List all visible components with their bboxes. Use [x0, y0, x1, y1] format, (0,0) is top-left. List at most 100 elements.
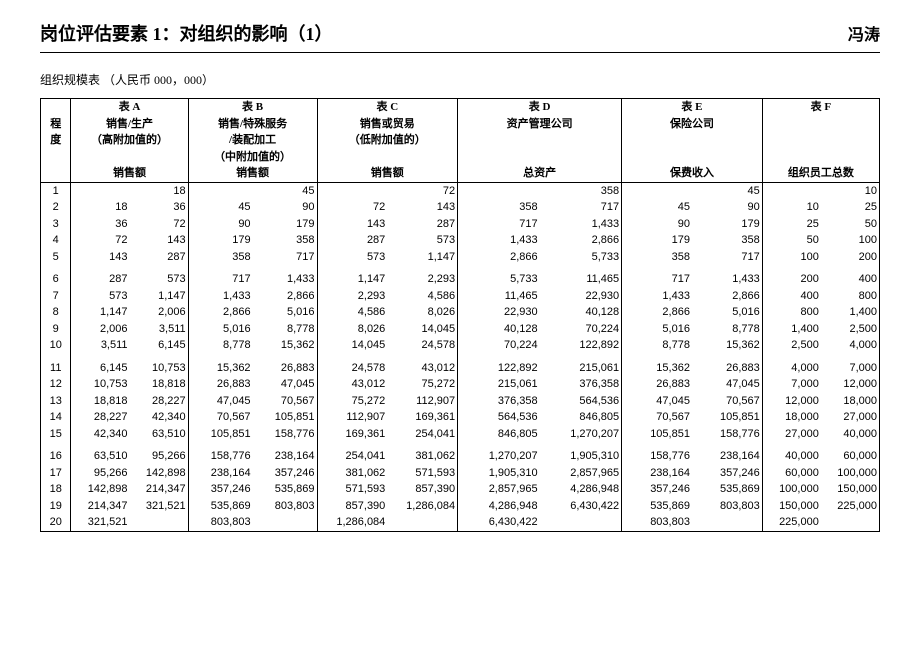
data-cell: 564,536	[458, 409, 540, 426]
data-cell: 63,510	[71, 448, 130, 465]
data-cell: 1,905,310	[458, 465, 540, 482]
level-cell: 1	[41, 182, 71, 199]
data-cell: 573	[71, 288, 130, 305]
data-cell: 40,128	[540, 304, 622, 321]
data-cell: 358	[540, 182, 622, 199]
data-cell: 5,733	[458, 271, 540, 288]
data-cell: 8,778	[622, 337, 692, 354]
metric-label: 组织员工总数	[762, 165, 879, 182]
data-cell: 75,272	[387, 376, 457, 393]
data-cell: 70,567	[253, 393, 317, 410]
data-cell: 22,930	[458, 304, 540, 321]
data-cell: 70,224	[540, 321, 622, 338]
org-scale-table: 表 A 表 B 表 C 表 D 表 E 表 F 程 销售/生产 销售/特殊服务 …	[40, 98, 880, 532]
data-cell	[540, 514, 622, 531]
level-cell: 9	[41, 321, 71, 338]
data-cell: 1,286,084	[387, 498, 457, 515]
data-cell: 10,753	[130, 360, 189, 377]
data-cell	[821, 514, 880, 531]
data-cell: 169,361	[387, 409, 457, 426]
data-cell	[253, 514, 317, 531]
data-cell: 60,000	[762, 465, 821, 482]
data-cell: 18,818	[71, 393, 130, 410]
level-label: 度	[41, 132, 71, 149]
data-cell: 357,246	[253, 465, 317, 482]
data-cell: 22,930	[540, 288, 622, 305]
data-cell: 2,866	[188, 304, 252, 321]
data-cell: 535,869	[622, 498, 692, 515]
data-cell: 6,430,422	[540, 498, 622, 515]
table-row: 4721431793582875731,4332,86617935850100	[41, 232, 880, 249]
data-cell: 573	[387, 232, 457, 249]
data-cell: 11,465	[540, 271, 622, 288]
data-cell: 28,227	[71, 409, 130, 426]
data-cell	[762, 182, 821, 199]
data-cell: 70,567	[188, 409, 252, 426]
data-cell: 18	[130, 182, 189, 199]
data-cell: 1,433	[253, 271, 317, 288]
data-cell: 42,340	[130, 409, 189, 426]
data-cell	[387, 514, 457, 531]
data-cell: 200	[821, 249, 880, 266]
data-cell: 75,272	[317, 393, 387, 410]
data-cell: 2,500	[821, 321, 880, 338]
table-row: 1542,34063,510105,851158,776169,361254,0…	[41, 426, 880, 443]
data-cell: 287	[130, 249, 189, 266]
data-cell: 2,857,965	[540, 465, 622, 482]
data-cell: 238,164	[692, 448, 762, 465]
table-row: 33672901791432877171,433901792550	[41, 216, 880, 233]
level-cell: 17	[41, 465, 71, 482]
data-cell: 571,593	[317, 481, 387, 498]
data-cell: 25	[821, 199, 880, 216]
data-cell: 47,045	[622, 393, 692, 410]
data-cell: 143	[317, 216, 387, 233]
level-cell: 4	[41, 232, 71, 249]
data-cell: 1,270,207	[458, 448, 540, 465]
level-cell: 19	[41, 498, 71, 515]
data-cell: 90	[188, 216, 252, 233]
data-cell	[317, 182, 387, 199]
group-name: 表 D	[458, 99, 622, 116]
level-cell: 14	[41, 409, 71, 426]
data-cell: 15,362	[622, 360, 692, 377]
group-name: 表 E	[622, 99, 763, 116]
data-cell: 200	[762, 271, 821, 288]
data-cell: 214,347	[130, 481, 189, 498]
data-cell: 4,000	[762, 360, 821, 377]
data-cell: 42,340	[71, 426, 130, 443]
data-cell: 4,286,948	[458, 498, 540, 515]
metric-label: 保费收入	[622, 165, 763, 182]
data-cell: 3,511	[71, 337, 130, 354]
data-cell: 105,851	[692, 409, 762, 426]
data-cell: 3,511	[130, 321, 189, 338]
data-cell: 5,016	[622, 321, 692, 338]
data-cell: 358	[458, 199, 540, 216]
data-cell: 40,000	[821, 426, 880, 443]
data-cell: 15,362	[188, 360, 252, 377]
data-cell: 6,145	[130, 337, 189, 354]
data-cell: 14,045	[317, 337, 387, 354]
data-cell: 803,803	[253, 498, 317, 515]
level-cell: 20	[41, 514, 71, 531]
level-cell: 10	[41, 337, 71, 354]
level-cell: 13	[41, 393, 71, 410]
table-row: 11845723584510	[41, 182, 880, 199]
data-cell: 10	[762, 199, 821, 216]
data-cell: 803,803	[622, 514, 692, 531]
data-cell: 5,016	[692, 304, 762, 321]
metric-label: 销售额	[188, 165, 317, 182]
level-cell: 12	[41, 376, 71, 393]
data-cell: 5,016	[188, 321, 252, 338]
data-cell: 803,803	[692, 498, 762, 515]
data-cell: 1,270,207	[540, 426, 622, 443]
level-label: 程	[41, 116, 71, 133]
data-cell: 1,400	[762, 321, 821, 338]
data-cell: 179	[188, 232, 252, 249]
data-cell: 1,400	[821, 304, 880, 321]
data-cell: 26,883	[692, 360, 762, 377]
data-cell: 215,061	[540, 360, 622, 377]
data-cell: 800	[821, 288, 880, 305]
data-cell: 238,164	[188, 465, 252, 482]
data-cell: 47,045	[253, 376, 317, 393]
data-cell: 1,147	[130, 288, 189, 305]
